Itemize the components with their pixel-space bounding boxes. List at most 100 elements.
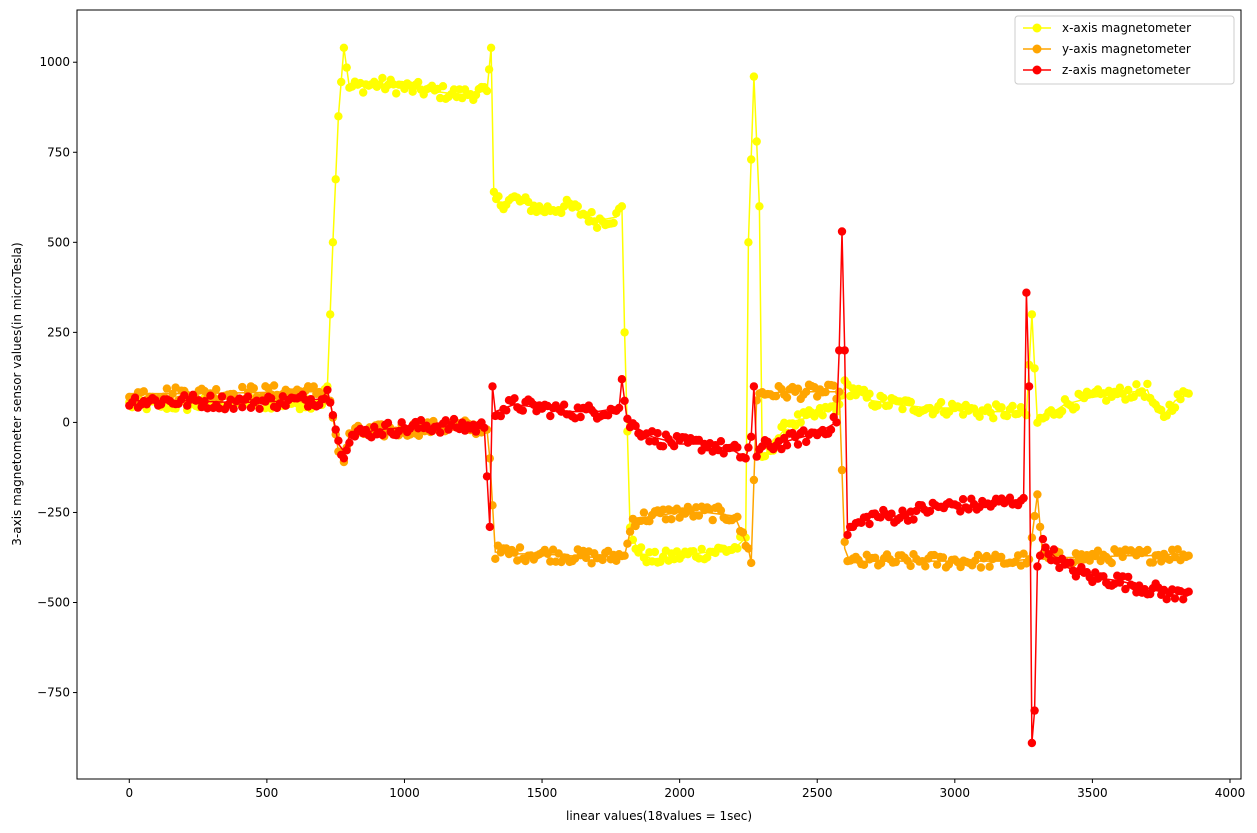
data-point [887,509,896,518]
data-point [771,392,781,401]
data-point [436,428,445,437]
data-point [840,346,849,355]
data-point [636,543,646,552]
data-point [1008,401,1017,411]
data-point [269,381,279,390]
data-point [752,452,761,461]
data-point [1179,595,1188,604]
data-point [414,431,424,440]
data-point [1057,406,1067,416]
y-axis-ticks: −750 −500 −250 0 250 500 750 1000 [37,55,77,700]
data-point [782,393,792,402]
data-point [598,555,607,565]
data-point [484,65,494,74]
data-point [471,427,481,436]
data-point [623,539,632,548]
data-point [620,551,629,560]
data-point [309,382,318,391]
data-point [1027,533,1037,542]
y-tick-label: 1000 [39,55,70,69]
data-point [997,403,1006,412]
data-point [985,562,994,571]
data-point [1085,556,1094,565]
data-point [576,412,585,422]
data-point [331,175,340,184]
y-tick-label: 500 [47,235,70,249]
series-layer [125,43,1193,748]
data-point [694,511,704,520]
data-point [238,403,247,412]
plot-frame [76,9,1242,780]
data-point [252,396,261,405]
data-point [1033,490,1042,499]
data-point [328,411,338,420]
data-point [669,442,679,451]
data-point [587,559,596,568]
data-point [617,375,627,384]
data-point [200,397,209,406]
data-point [1035,551,1045,560]
data-point [238,382,247,392]
data-point [832,394,841,403]
data-point [793,440,803,449]
data-point [752,137,761,146]
data-point [518,406,527,415]
data-point [859,560,869,569]
series-3 [125,227,1193,748]
data-point [821,387,830,397]
data-point [557,208,566,218]
data-point [708,515,717,525]
data-point [976,563,986,572]
data-point [733,512,742,521]
data-point [829,381,838,390]
data-point [378,73,387,83]
data-point [334,112,343,121]
data-point [162,384,172,393]
data-point [620,328,629,337]
data-point [782,441,792,450]
data-point [1157,405,1166,415]
data-point [559,400,569,409]
data-point [898,404,907,414]
data-point [502,406,511,415]
data-point [1027,738,1037,748]
data-point [1124,385,1133,395]
data-point [747,155,756,164]
data-point [1027,310,1037,319]
data-point [964,505,973,514]
data-point [496,411,505,421]
data-point [1132,380,1141,389]
data-point [891,557,900,567]
data-point [733,443,742,452]
data-point [871,553,880,562]
data-point [956,562,965,572]
data-point [323,385,332,395]
data-point [837,227,847,236]
data-point [573,202,582,211]
data-point [1170,403,1180,412]
data-point [592,223,602,232]
y-tick-label: −500 [37,596,70,610]
data-point [255,404,264,413]
data-point [1071,403,1081,412]
data-point [359,88,368,97]
data-point [612,556,621,565]
data-point [485,522,494,532]
data-point [326,310,335,319]
data-point [438,82,448,91]
data-point [491,554,500,563]
data-point [486,43,496,52]
data-point [658,442,668,451]
data-point [1030,511,1039,521]
data-point [1019,549,1028,558]
data-point [749,475,759,485]
data-point [760,452,770,461]
data-point [1162,411,1171,420]
data-point [716,506,726,515]
data-point [339,454,349,463]
data-point [414,77,423,87]
legend-item: x-axis magnetometer [1023,21,1191,35]
data-point [620,396,629,405]
data-point [267,394,276,403]
